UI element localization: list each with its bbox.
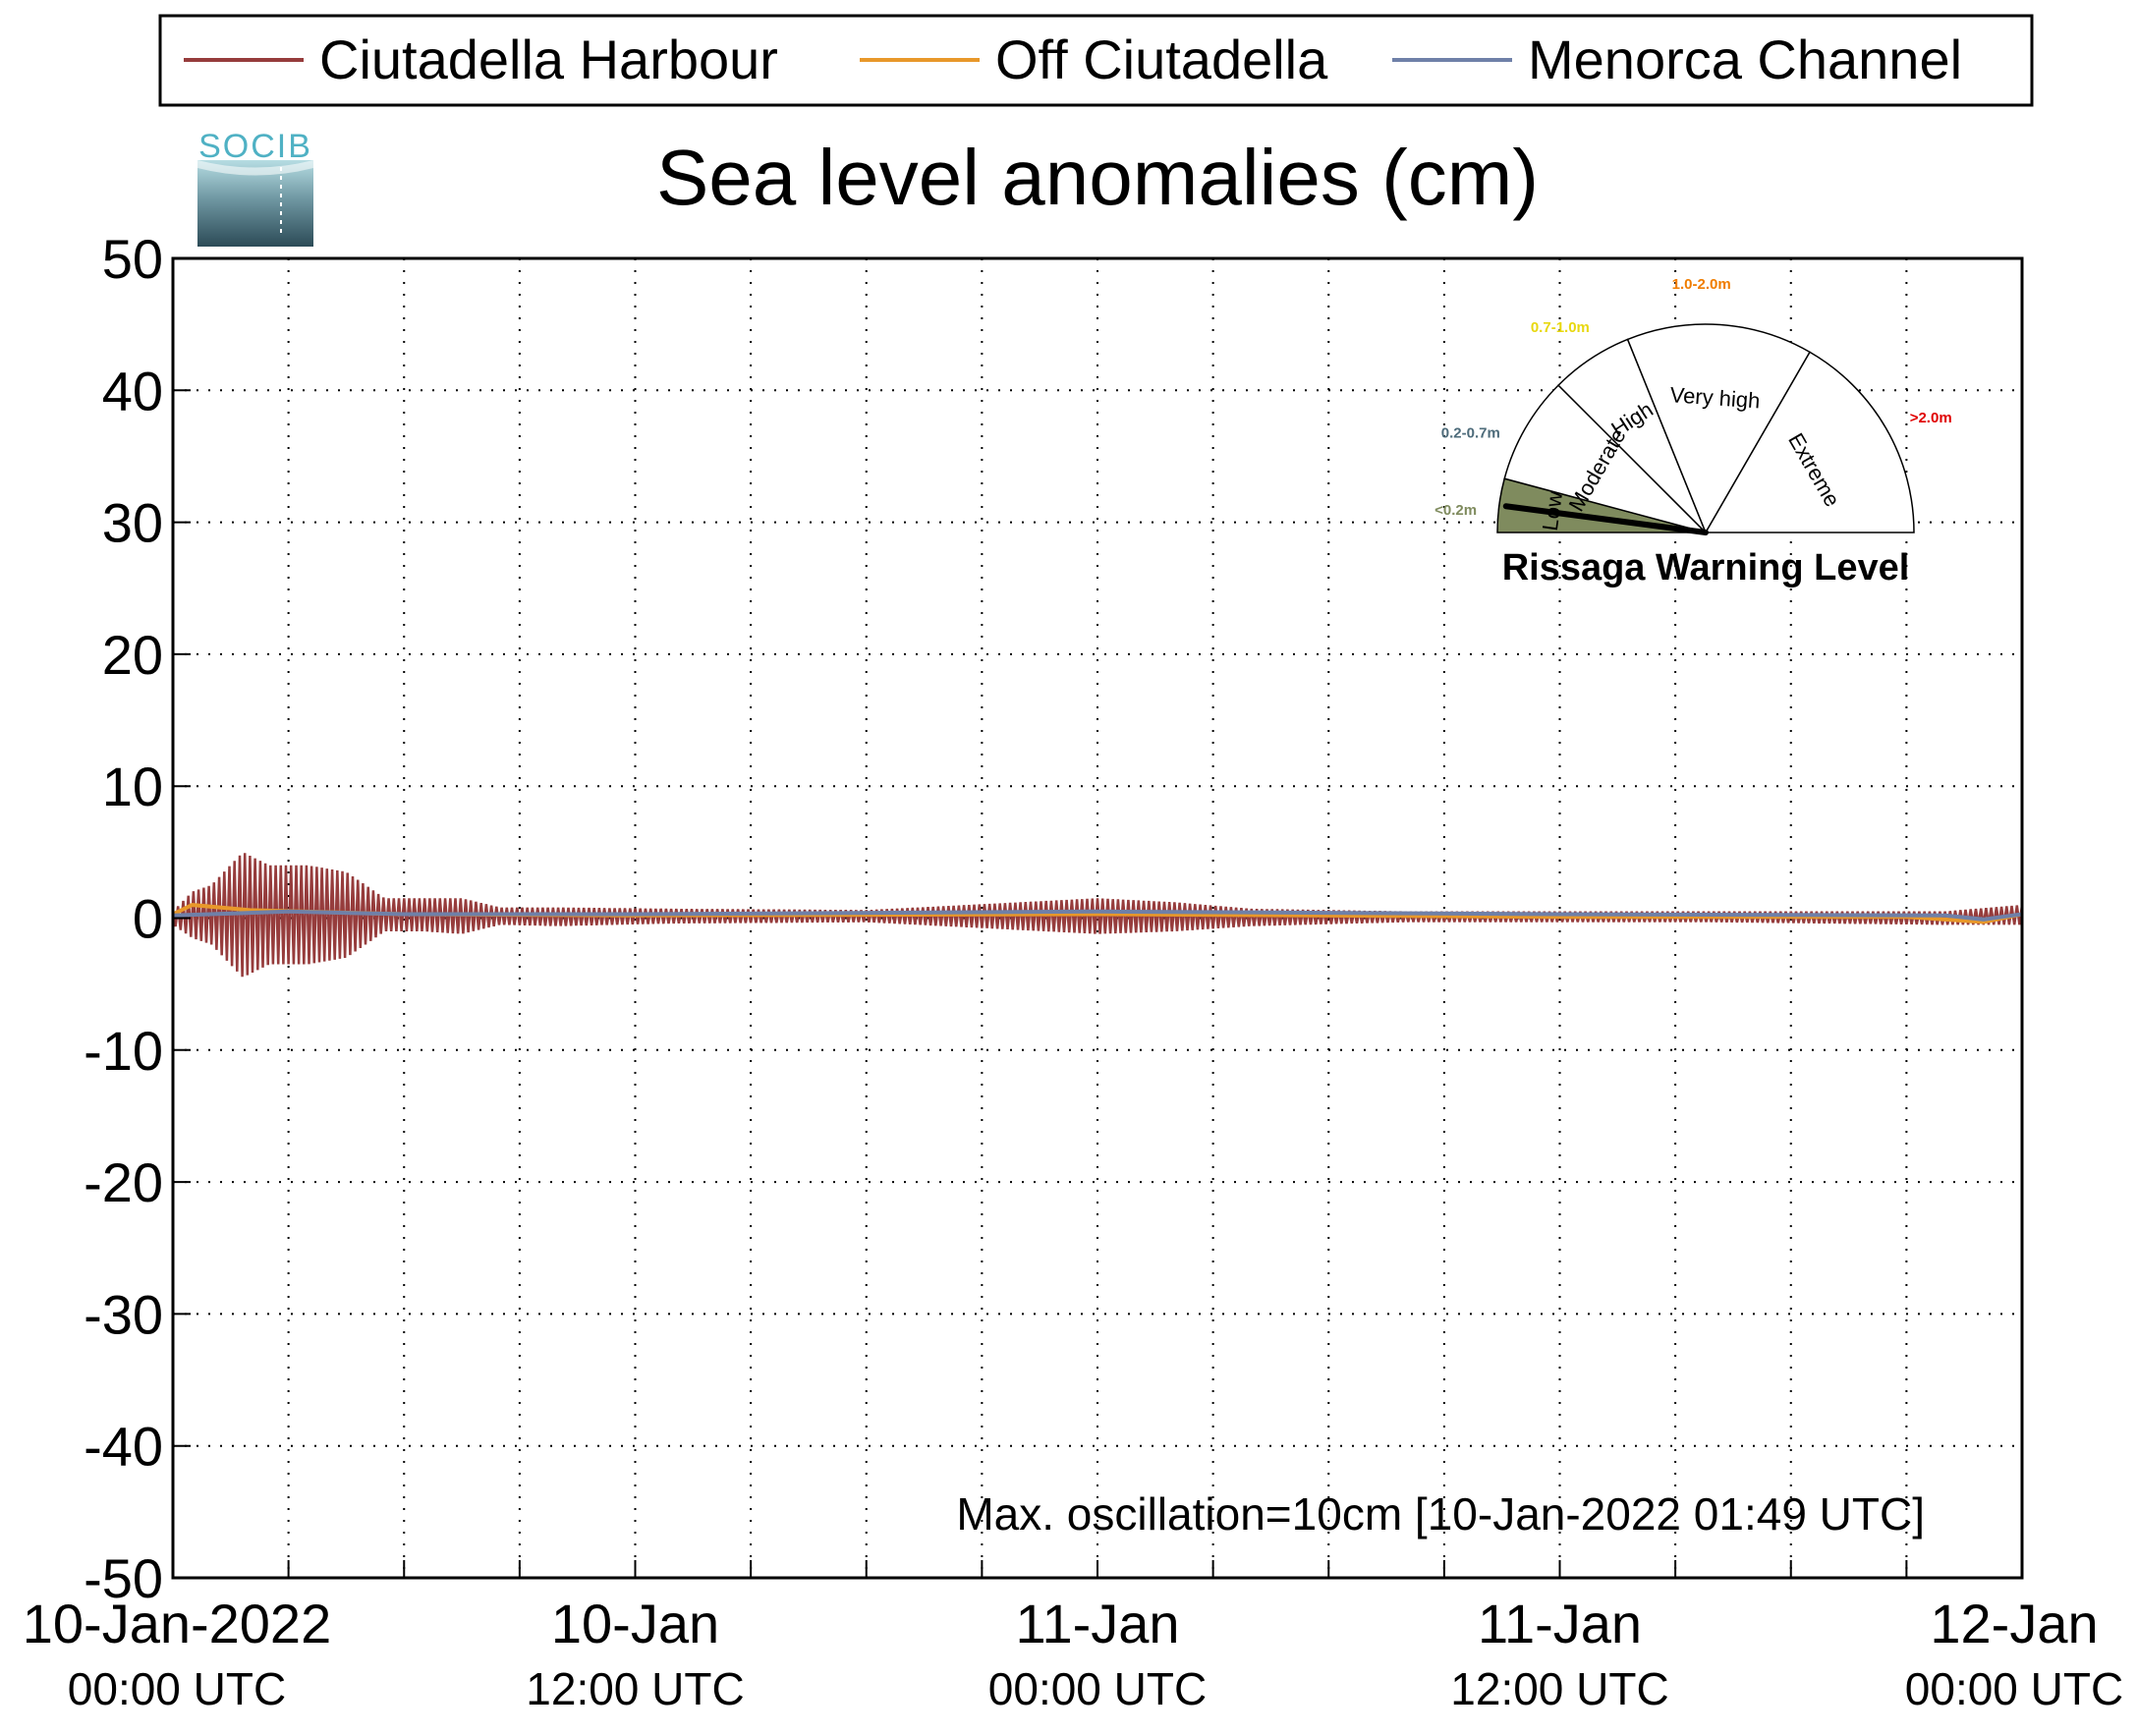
y-tick-label: -10 <box>84 1020 163 1082</box>
x-tick-label-time: 12:00 UTC <box>1450 1663 1668 1714</box>
x-tick-label-date: 11-Jan <box>1015 1593 1179 1654</box>
x-tick-label-date: 11-Jan <box>1478 1593 1642 1654</box>
socib-logo: SOCIB <box>197 128 313 247</box>
y-tick-label: -40 <box>84 1416 163 1478</box>
gauge-range-label: >2.0m <box>1910 410 1952 426</box>
y-tick-label: -30 <box>84 1283 163 1345</box>
max-oscillation-annotation: Max. oscillation=10cm [10-Jan-2022 01:49… <box>956 1488 1925 1540</box>
series-line-menorca-channel <box>172 909 2023 922</box>
y-tick-label: 0 <box>133 888 163 950</box>
socib-logo-text: SOCIB <box>198 128 312 165</box>
x-tick-label-time: 00:00 UTC <box>988 1663 1207 1714</box>
gauge-sector-moderate <box>1503 384 1709 534</box>
y-axis: 50 40 30 20 10 0 -10 -20 -30 -40 -50 <box>84 228 191 1609</box>
y-tick-label: 20 <box>102 624 163 686</box>
x-tick-label-time: 00:00 UTC <box>68 1663 286 1714</box>
rissaga-warning-gauge: LowModerateHighVery highExtreme<0.2m0.2-… <box>1434 276 1952 535</box>
x-tick-label-date: 10-Jan-2022 <box>23 1593 331 1654</box>
series-layer <box>171 853 2024 978</box>
y-tick-label: 10 <box>102 756 163 817</box>
gauge-sector-extreme <box>1704 351 1915 533</box>
legend-label-menorca-channel: Menorca Channel <box>1528 28 1962 90</box>
gauge-sector-very-high <box>1626 323 1812 534</box>
x-tick-label-date: 10-Jan <box>551 1593 719 1654</box>
legend-label-off-ciutadella: Off Ciutadella <box>995 28 1328 90</box>
grid-lines <box>173 258 2022 1578</box>
y-tick-label: -50 <box>84 1547 163 1609</box>
y-tick-label: -20 <box>84 1151 163 1213</box>
y-tick-label: 50 <box>102 228 163 290</box>
gauge-title: Rissaga Warning Level <box>1502 547 1910 588</box>
x-tick-label-time: 12:00 UTC <box>526 1663 744 1714</box>
gauge-range-label: 0.2-0.7m <box>1441 424 1500 441</box>
chart-title: Sea level anomalies (cm) <box>656 134 1539 221</box>
gauge-range-label: <0.2m <box>1434 502 1477 519</box>
gauge-needle <box>1502 503 1709 535</box>
legend: Ciutadella Harbour Off Ciutadella Menorc… <box>158 14 2034 107</box>
x-tick-label-date: 12-Jan <box>1930 1593 2098 1654</box>
gauge-range-label: 1.0-2.0m <box>1672 276 1731 293</box>
y-tick-label: 40 <box>102 360 163 421</box>
x-axis: 10-Jan-2022 00:00 UTC 10-Jan 12:00 UTC 11-Ja… <box>23 1560 2123 1714</box>
gauge-range-label: 0.7-1.0m <box>1531 319 1590 336</box>
series-line-off-ciutadella <box>172 903 2023 924</box>
series-line-ciutadella-harbour <box>171 853 2024 978</box>
x-tick-label-time: 00:00 UTC <box>1905 1663 2123 1714</box>
y-tick-label: 30 <box>102 492 163 554</box>
legend-label-ciutadella-harbour: Ciutadella Harbour <box>319 28 778 90</box>
